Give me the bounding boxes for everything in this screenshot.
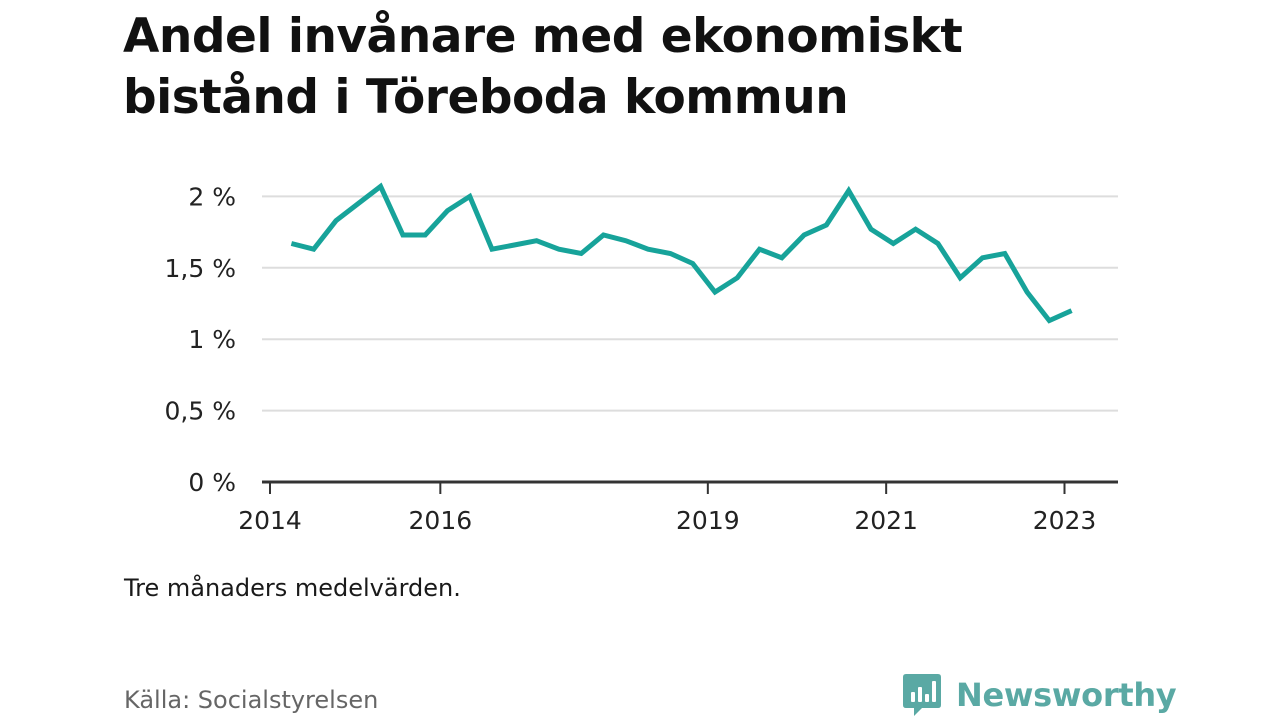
data-point <box>334 218 339 223</box>
data-point <box>935 241 940 246</box>
gridlines <box>262 195 1118 412</box>
data-point <box>623 238 628 243</box>
data-point <box>400 233 405 238</box>
data-point <box>802 233 807 238</box>
y-tick-label: 1 % <box>188 325 236 354</box>
data-point <box>601 233 606 238</box>
data-point <box>1025 290 1030 295</box>
x-axis <box>262 480 1118 494</box>
data-point <box>289 241 294 246</box>
data-point <box>534 238 539 243</box>
data-point <box>690 261 695 266</box>
data-point <box>556 247 561 252</box>
data-point <box>869 227 874 232</box>
series-line <box>290 182 1073 324</box>
data-point <box>579 251 584 256</box>
data-point <box>467 194 472 199</box>
data-series <box>289 182 1074 324</box>
data-point <box>356 201 361 206</box>
x-tick-label: 2016 <box>409 506 473 535</box>
data-point <box>490 247 495 252</box>
source-credit: Källa: Socialstyrelsen <box>124 686 379 714</box>
y-tick-label: 1,5 % <box>165 254 236 283</box>
data-point <box>757 247 762 252</box>
y-tick-label: 2 % <box>188 182 236 211</box>
x-tick-label: 2019 <box>676 506 740 535</box>
data-point <box>846 188 851 193</box>
data-point <box>423 233 428 238</box>
data-point <box>980 255 985 260</box>
chart-note: Tre månaders medelvärden. <box>124 574 461 602</box>
x-axis-labels: 2014 2016 2019 2021 2023 <box>238 506 1096 535</box>
data-point <box>668 251 673 256</box>
newsworthy-brand[interactable]: Newsworthy <box>902 670 1177 720</box>
data-point <box>824 223 829 228</box>
x-tick-label: 2014 <box>238 506 302 535</box>
chart-title: Andel invånare med ekonomiskt bistånd i … <box>123 6 1163 128</box>
y-tick-label: 0 % <box>188 468 236 497</box>
data-point <box>713 290 718 295</box>
data-point <box>378 184 383 189</box>
data-point <box>958 275 963 280</box>
x-tick-label: 2021 <box>854 506 918 535</box>
data-point <box>512 243 517 248</box>
x-tick-label: 2023 <box>1033 506 1097 535</box>
data-point <box>646 247 651 252</box>
data-point <box>1069 308 1074 313</box>
y-axis-labels: 0 % 0,5 % 1 % 1,5 % 2 % <box>165 182 236 497</box>
data-point <box>735 275 740 280</box>
chart-title-line-2: bistånd i Töreboda kommun <box>123 70 849 125</box>
bar-chart-speech-bubble-icon <box>903 674 941 716</box>
brand-name: Newsworthy <box>956 676 1177 714</box>
data-point <box>1047 318 1052 323</box>
chart-title-line-1: Andel invånare med ekonomiskt <box>123 9 963 64</box>
data-point <box>913 227 918 232</box>
data-point <box>779 255 784 260</box>
data-point <box>311 247 316 252</box>
data-point <box>1002 251 1007 256</box>
y-tick-label: 0,5 % <box>165 397 236 426</box>
data-point <box>445 208 450 213</box>
data-point <box>891 241 896 246</box>
